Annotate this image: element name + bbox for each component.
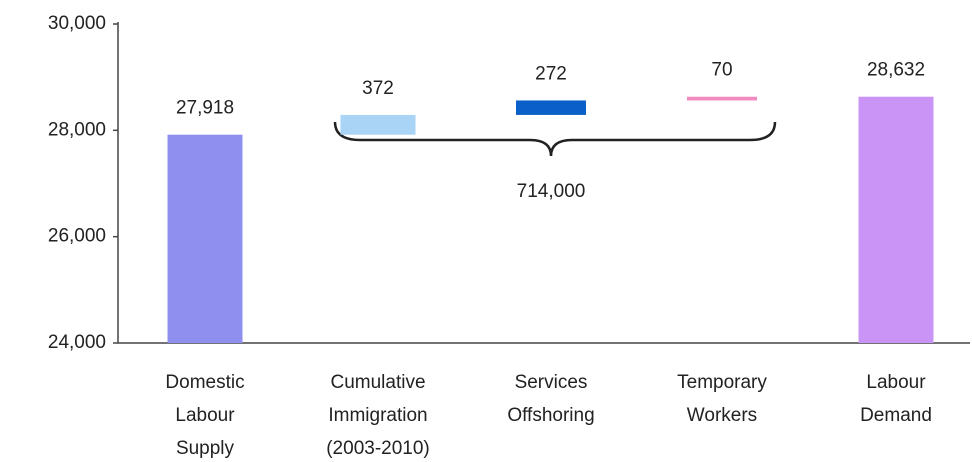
annotation: 714,000 <box>517 181 586 202</box>
bar <box>167 134 243 343</box>
x-tick-label: Immigration <box>328 405 427 426</box>
bar <box>340 114 416 135</box>
x-tick-label: Offshoring <box>507 405 594 426</box>
x-tick-label: Services <box>515 372 588 393</box>
brace <box>333 121 777 157</box>
value-label: 27,918 <box>176 98 234 119</box>
x-tick-label: Labour <box>175 405 235 426</box>
x-tick-label: Domestic <box>165 372 244 393</box>
x-tick-label: Demand <box>860 405 932 426</box>
bar <box>516 100 586 115</box>
y-tick-label: 24,000 <box>48 332 106 353</box>
y-tick-label: 26,000 <box>48 226 106 247</box>
x-tick-label: Temporary <box>677 372 767 393</box>
y-tick-label: 28,000 <box>48 119 106 140</box>
value-label: 70 <box>711 60 732 81</box>
bar <box>858 96 934 344</box>
x-tick-label: (2003-2010) <box>326 438 430 459</box>
value-label: 372 <box>362 78 394 99</box>
x-tick-label: Cumulative <box>330 372 425 393</box>
y-tick-label: 30,000 <box>48 13 106 34</box>
x-tick-label: Supply <box>176 438 235 459</box>
x-tick-label: Workers <box>687 405 757 426</box>
bar <box>687 96 757 101</box>
value-label: 28,632 <box>867 60 925 81</box>
value-label: 272 <box>535 63 567 84</box>
x-tick-label: Labour <box>866 372 926 393</box>
